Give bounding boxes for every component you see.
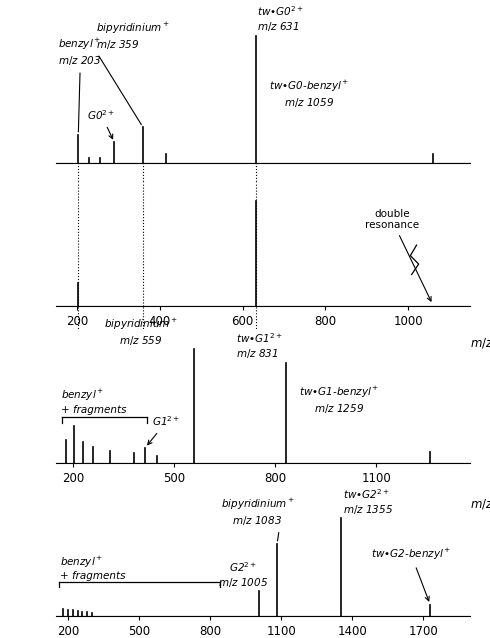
Text: benzyl$^+$
$m/z$ 203: benzyl$^+$ $m/z$ 203 bbox=[58, 37, 102, 132]
Text: G0$^{2+}$: G0$^{2+}$ bbox=[87, 108, 116, 138]
Text: $m/z$: $m/z$ bbox=[470, 496, 490, 510]
Text: benzyl$^+$
+ fragments: benzyl$^+$ + fragments bbox=[61, 388, 127, 415]
Text: tw•G0$^{2+}$
$m/z$ 631: tw•G0$^{2+}$ $m/z$ 631 bbox=[257, 4, 304, 33]
Text: benzyl$^+$
+ fragments: benzyl$^+$ + fragments bbox=[60, 554, 125, 581]
Text: double
resonance: double resonance bbox=[365, 209, 431, 301]
Text: G2$^{2+}$
$m/z$ 1005: G2$^{2+}$ $m/z$ 1005 bbox=[218, 560, 269, 589]
Text: bipyridinium$^+$
$m/z$ 559: bipyridinium$^+$ $m/z$ 559 bbox=[103, 316, 177, 346]
Text: $m/z$: $m/z$ bbox=[470, 336, 490, 350]
Text: tw•G0-benzyl$^+$
$m/z$ 1059: tw•G0-benzyl$^+$ $m/z$ 1059 bbox=[269, 79, 349, 109]
Text: G1$^{2+}$: G1$^{2+}$ bbox=[148, 415, 180, 445]
Text: bipyridinium$^+$
$m/z$ 359: bipyridinium$^+$ $m/z$ 359 bbox=[96, 21, 170, 125]
Text: tw•G1-benzyl$^+$
$m/z$ 1259: tw•G1-benzyl$^+$ $m/z$ 1259 bbox=[299, 385, 379, 415]
Text: tw•G1$^{2+}$
$m/z$ 831: tw•G1$^{2+}$ $m/z$ 831 bbox=[237, 332, 283, 360]
Text: tw•G2$^{2+}$
$m/z$ 1355: tw•G2$^{2+}$ $m/z$ 1355 bbox=[343, 487, 393, 516]
Text: bipyridinium$^+$
$m/z$ 1083: bipyridinium$^+$ $m/z$ 1083 bbox=[220, 497, 294, 541]
Text: tw•G2-benzyl$^+$: tw•G2-benzyl$^+$ bbox=[371, 547, 451, 601]
